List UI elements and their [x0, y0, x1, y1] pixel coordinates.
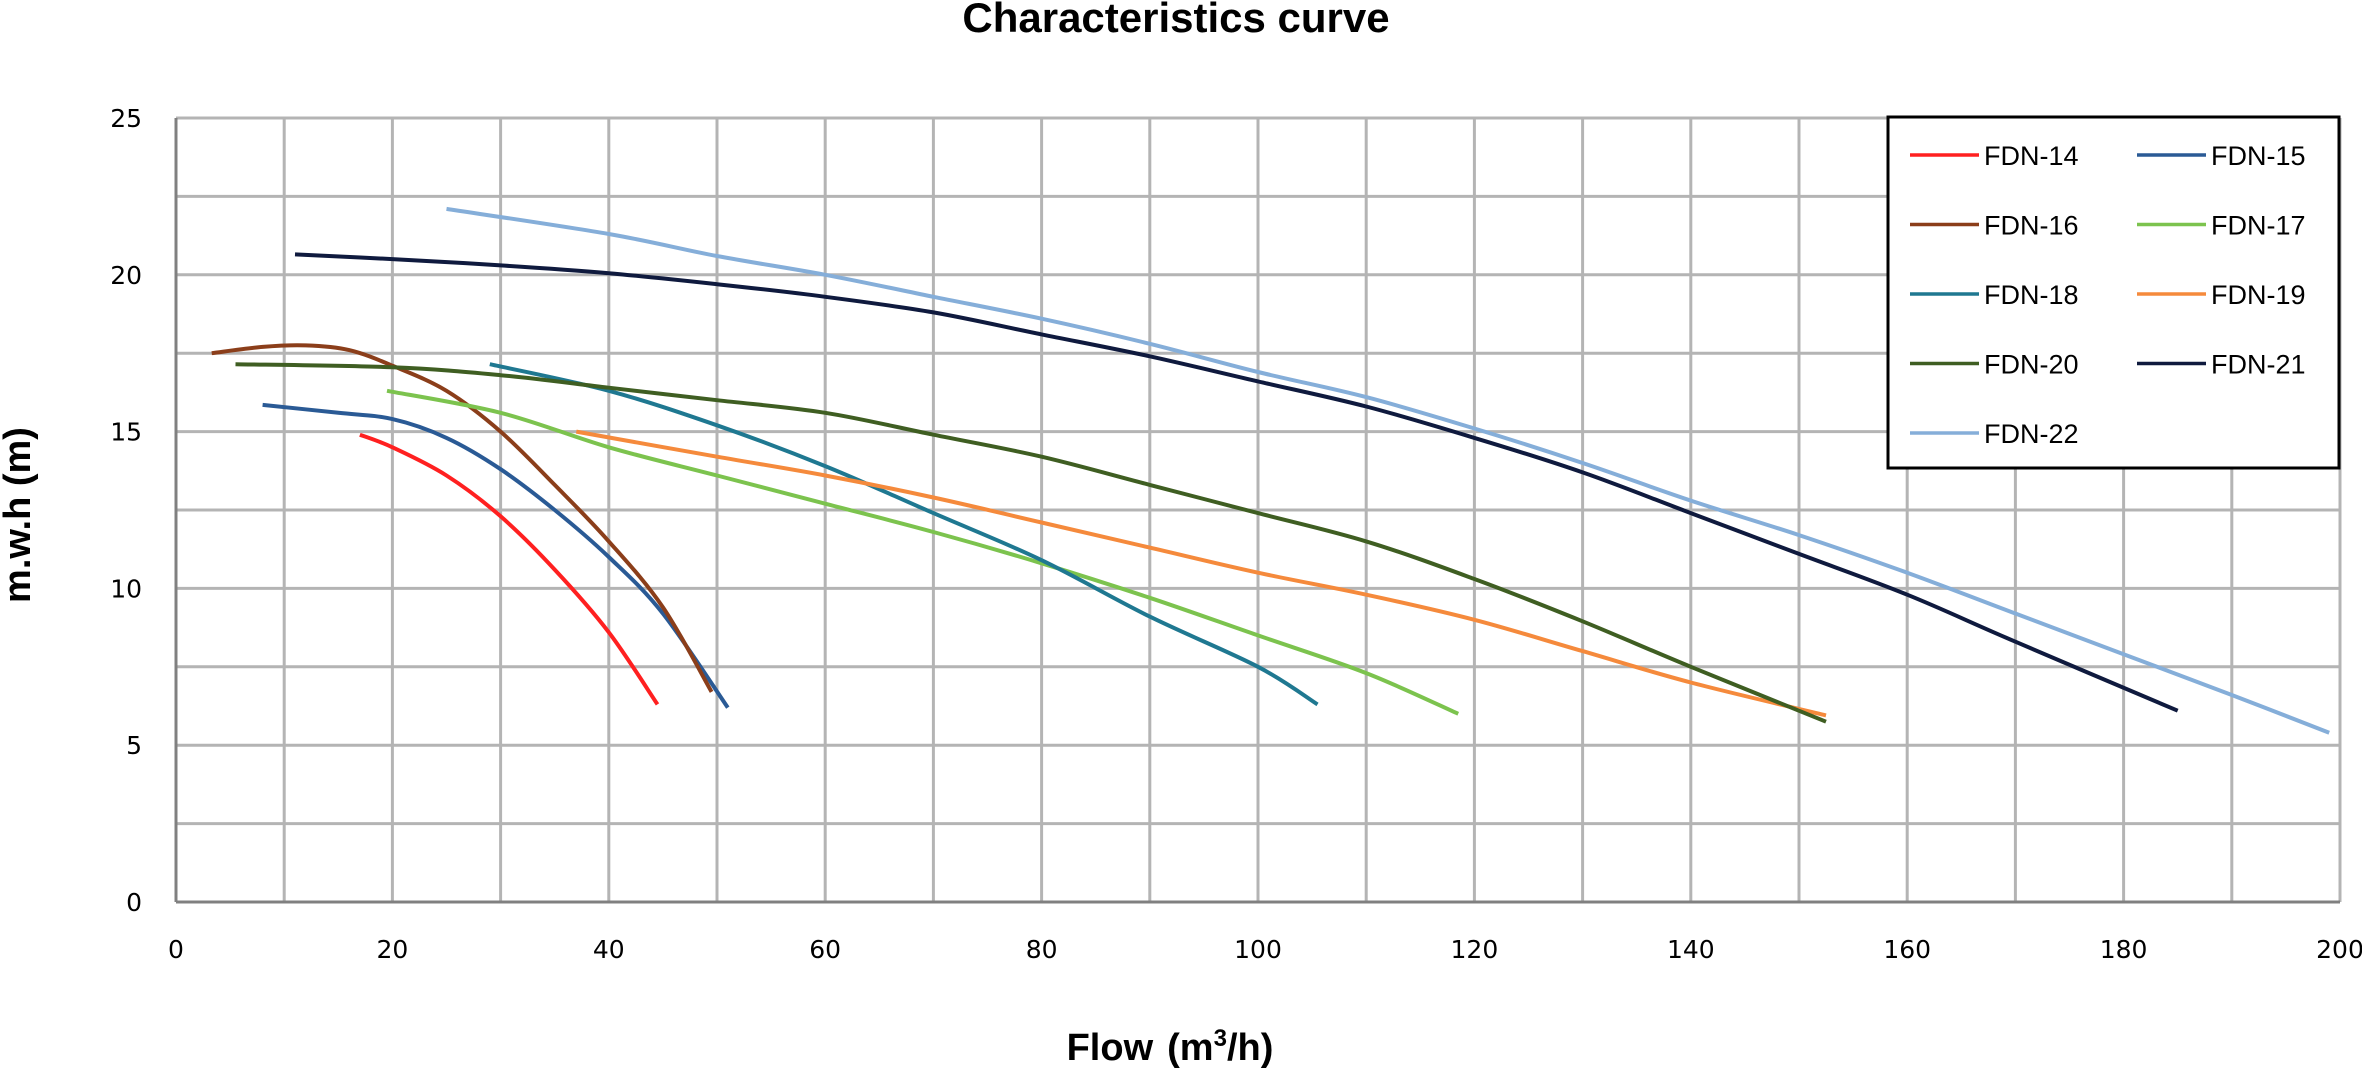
legend-item: FDN-14: [1910, 141, 2079, 171]
legend-item: FDN-21: [2137, 350, 2306, 380]
series-line-fdn-22: [446, 206, 2330, 735]
legend-item: FDN-15: [2137, 141, 2306, 171]
legend-label: FDN-17: [2211, 211, 2306, 241]
x-tick-label: 120: [1451, 935, 1499, 964]
axes: [174, 118, 2340, 904]
series-line-fdn-21: [294, 252, 2179, 713]
x-tick-label: 40: [593, 935, 625, 964]
y-tick-label: 25: [110, 104, 142, 133]
y-tick-label: 10: [110, 574, 142, 603]
legend-item: FDN-17: [2137, 211, 2306, 241]
series-line-fdn-14: [359, 432, 660, 706]
series-line-fdn-18: [489, 362, 1319, 707]
series-line-fdn-19: [575, 429, 1827, 718]
legend: FDN-14 FDN-15 FDN-16 FDN-17 FDN-18 FDN-19 FDN-…: [1886, 115, 2341, 470]
series-line-fdn-20: [235, 362, 1827, 724]
legend-item: FDN-16: [1910, 211, 2079, 241]
y-tick-label: 5: [126, 731, 142, 760]
y-tick-label: 0: [126, 888, 142, 917]
series-group: [211, 206, 2330, 735]
x-tick-label: 100: [1234, 935, 1282, 964]
x-tick-label: 180: [2100, 935, 2148, 964]
series-line-fdn-16: [211, 343, 714, 693]
chart-title: Characteristics curve: [962, 0, 1389, 41]
x-tick-label: 20: [376, 935, 408, 964]
x-axis-title-main: Flow: [1067, 1027, 1154, 1069]
legend-label: FDN-15: [2211, 141, 2306, 171]
legend-label: FDN-20: [1984, 350, 2079, 380]
legend-item: FDN-22: [1910, 419, 2079, 449]
x-axis-title-unit-prefix: (m: [1167, 1027, 1213, 1069]
legend-label: FDN-14: [1984, 141, 2079, 171]
y-axis-title: m.w.h (m): [0, 427, 39, 603]
x-axis-title-unit-suffix: /h): [1227, 1027, 1273, 1069]
x-tick-labels: 0 20 40 60 80 100 120 140 160 180 200: [168, 935, 2362, 964]
x-tick-label: 60: [809, 935, 841, 964]
y-tick-labels: 0 5 10 15 20 25: [110, 104, 142, 917]
legend-item: FDN-19: [2137, 280, 2306, 310]
legend-label: FDN-16: [1984, 211, 2079, 241]
x-tick-label: 80: [1026, 935, 1058, 964]
y-tick-label: 15: [110, 418, 142, 447]
x-tick-label: 160: [1883, 935, 1931, 964]
y-tick-label: 20: [110, 261, 142, 290]
legend-label: FDN-18: [1984, 280, 2079, 310]
legend-item: FDN-18: [1910, 280, 2079, 310]
legend-label: FDN-21: [2211, 350, 2306, 380]
legend-label: FDN-22: [1984, 419, 2079, 449]
x-axis-title-unit-sup: 3: [1214, 1025, 1227, 1052]
x-tick-label: 200: [2316, 935, 2362, 964]
legend-item: FDN-20: [1910, 350, 2079, 380]
x-tick-label: 140: [1667, 935, 1715, 964]
legend-label: FDN-19: [2211, 280, 2306, 310]
x-tick-label: 0: [168, 935, 184, 964]
series-line-fdn-15: [262, 402, 730, 709]
legend-box: [1886, 115, 2341, 470]
series-line-fdn-17: [386, 388, 1460, 716]
x-axis-title: Flow (m3/h): [1067, 1025, 1274, 1069]
